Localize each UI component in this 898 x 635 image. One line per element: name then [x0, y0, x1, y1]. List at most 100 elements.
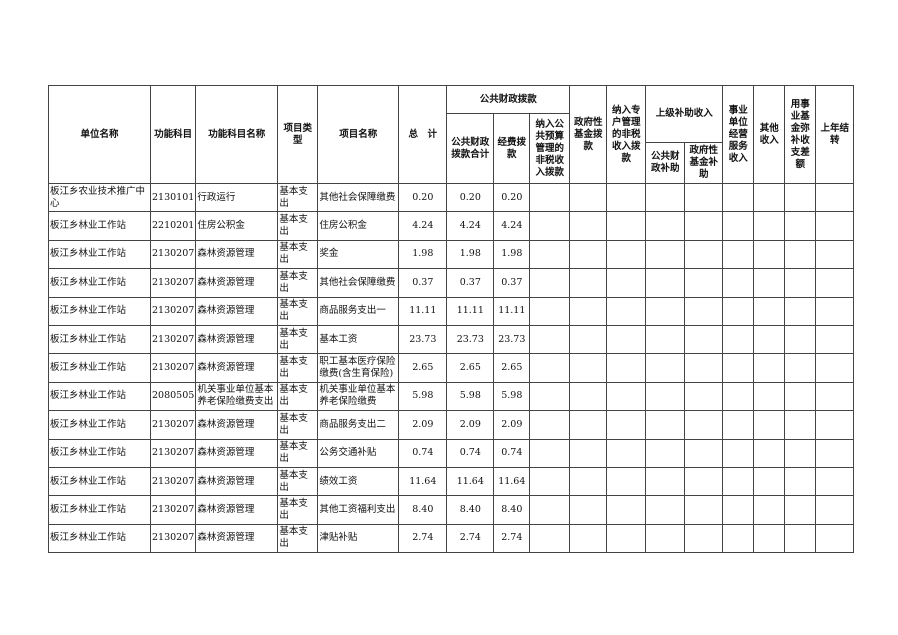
- empty-cell: [645, 211, 686, 241]
- cell-type: 基本支出: [277, 211, 319, 241]
- empty-cell: [684, 410, 724, 440]
- cell-pf-total: 2.09: [446, 410, 495, 440]
- empty-cell: [784, 466, 817, 497]
- cell-total: 0.37: [398, 268, 448, 298]
- cell-funding: 8.40: [493, 495, 531, 525]
- cell-pf-total: 0.74: [446, 438, 495, 468]
- cell-func: 森林资源管理: [195, 296, 279, 326]
- cell-code: 2130207: [149, 438, 197, 468]
- table-row: 板江乡林业工作站 2130207 森林资源管理 基本支出 津贴补贴 2.74 2.74 2.7…: [48, 523, 855, 554]
- empty-cell: [784, 523, 817, 554]
- empty-cell: [722, 438, 755, 468]
- cell-code: 2130207: [149, 353, 197, 383]
- empty-cell: [815, 324, 855, 355]
- cell-unit: 板江乡农业技术推广中心: [48, 182, 151, 213]
- cell-func: 住房公积金: [195, 211, 279, 241]
- cell-item: 绩效工资: [317, 466, 400, 497]
- cell-item: 其他社会保障缴费: [317, 182, 400, 213]
- table-row: 板江乡林业工作站 2130207 森林资源管理 基本支出 商品服务支出一 11.11 11.…: [48, 296, 855, 326]
- cell-code: 2130207: [149, 239, 197, 270]
- cell-total: 0.74: [398, 438, 448, 468]
- cell-code: 2130101: [149, 182, 197, 213]
- empty-cell: [684, 324, 724, 355]
- cell-func: 森林资源管理: [195, 466, 279, 497]
- cell-type: 基本支出: [277, 353, 319, 383]
- cell-type: 基本支出: [277, 381, 319, 412]
- empty-cell: [569, 466, 608, 497]
- cell-funding: 2.09: [493, 410, 531, 440]
- cell-pf-total: 11.11: [446, 296, 495, 326]
- table-row: 板江乡农业技术推广中心 2130101 行政运行 基本支出 其他社会保障缴费 0.20 0.…: [48, 182, 855, 213]
- cell-total: 23.73: [398, 324, 448, 355]
- cell-func: 森林资源管理: [195, 353, 279, 383]
- empty-cell: [569, 239, 608, 270]
- cell-unit: 板江乡林业工作站: [48, 324, 151, 355]
- header-last-year: 上年结转: [815, 85, 855, 184]
- empty-cell: [606, 381, 647, 412]
- table-row: 板江乡林业工作站 2130207 森林资源管理 基本支出 奖金 1.98 1.98 1.98: [48, 239, 855, 270]
- empty-cell: [784, 381, 817, 412]
- cell-func: 森林资源管理: [195, 523, 279, 554]
- cell-type: 基本支出: [277, 466, 319, 497]
- cell-funding: 2.65: [493, 353, 531, 383]
- empty-cell: [753, 410, 786, 440]
- header-other-income: 其他收入: [753, 85, 786, 184]
- header-total: 总 计: [398, 85, 448, 184]
- cell-type: 基本支出: [277, 296, 319, 326]
- empty-cell: [569, 296, 608, 326]
- empty-cell: [784, 296, 817, 326]
- cell-item: 商品服务支出二: [317, 410, 400, 440]
- empty-cell: [529, 268, 571, 298]
- empty-cell: [569, 182, 608, 213]
- empty-cell: [722, 268, 755, 298]
- table-row: 板江乡林业工作站 2130207 森林资源管理 基本支出 其他工资福利支出 8.40 8.4…: [48, 495, 855, 525]
- empty-cell: [684, 353, 724, 383]
- empty-cell: [684, 495, 724, 525]
- cell-type: 基本支出: [277, 495, 319, 525]
- empty-cell: [529, 239, 571, 270]
- empty-cell: [606, 182, 647, 213]
- cell-funding: 11.11: [493, 296, 531, 326]
- cell-func: 森林资源管理: [195, 324, 279, 355]
- empty-cell: [722, 523, 755, 554]
- empty-cell: [569, 523, 608, 554]
- empty-cell: [569, 438, 608, 468]
- empty-cell: [606, 410, 647, 440]
- empty-cell: [569, 381, 608, 412]
- cell-funding: 0.37: [493, 268, 531, 298]
- empty-cell: [815, 182, 855, 213]
- empty-cell: [529, 211, 571, 241]
- cell-pf-total: 1.98: [446, 239, 495, 270]
- empty-cell: [569, 268, 608, 298]
- header-superior-subsidy: 上级补助收入: [645, 85, 724, 143]
- empty-cell: [684, 381, 724, 412]
- empty-cell: [529, 353, 571, 383]
- empty-cell: [606, 495, 647, 525]
- empty-cell: [753, 381, 786, 412]
- cell-item: 奖金: [317, 239, 400, 270]
- cell-item: 住房公积金: [317, 211, 400, 241]
- empty-cell: [722, 211, 755, 241]
- empty-cell: [645, 324, 686, 355]
- empty-cell: [529, 438, 571, 468]
- cell-code: 2130207: [149, 495, 197, 525]
- cell-total: 0.20: [398, 182, 448, 213]
- empty-cell: [684, 296, 724, 326]
- cell-total: 1.98: [398, 239, 448, 270]
- cell-total: 2.74: [398, 523, 448, 554]
- cell-pf-total: 5.98: [446, 381, 495, 412]
- cell-total: 11.64: [398, 466, 448, 497]
- header-superior-gov-fund: 政府性基金补助: [684, 142, 724, 184]
- cell-pf-total: 23.73: [446, 324, 495, 355]
- cell-funding: 5.98: [493, 381, 531, 412]
- empty-cell: [569, 353, 608, 383]
- empty-cell: [645, 296, 686, 326]
- cell-unit: 板江乡林业工作站: [48, 381, 151, 412]
- cell-funding: 0.20: [493, 182, 531, 213]
- cell-code: 2130207: [149, 268, 197, 298]
- header-special-non-tax: 纳入专户管理的非税收入拨款: [606, 85, 647, 184]
- empty-cell: [722, 410, 755, 440]
- empty-cell: [753, 296, 786, 326]
- cell-func: 森林资源管理: [195, 239, 279, 270]
- empty-cell: [815, 438, 855, 468]
